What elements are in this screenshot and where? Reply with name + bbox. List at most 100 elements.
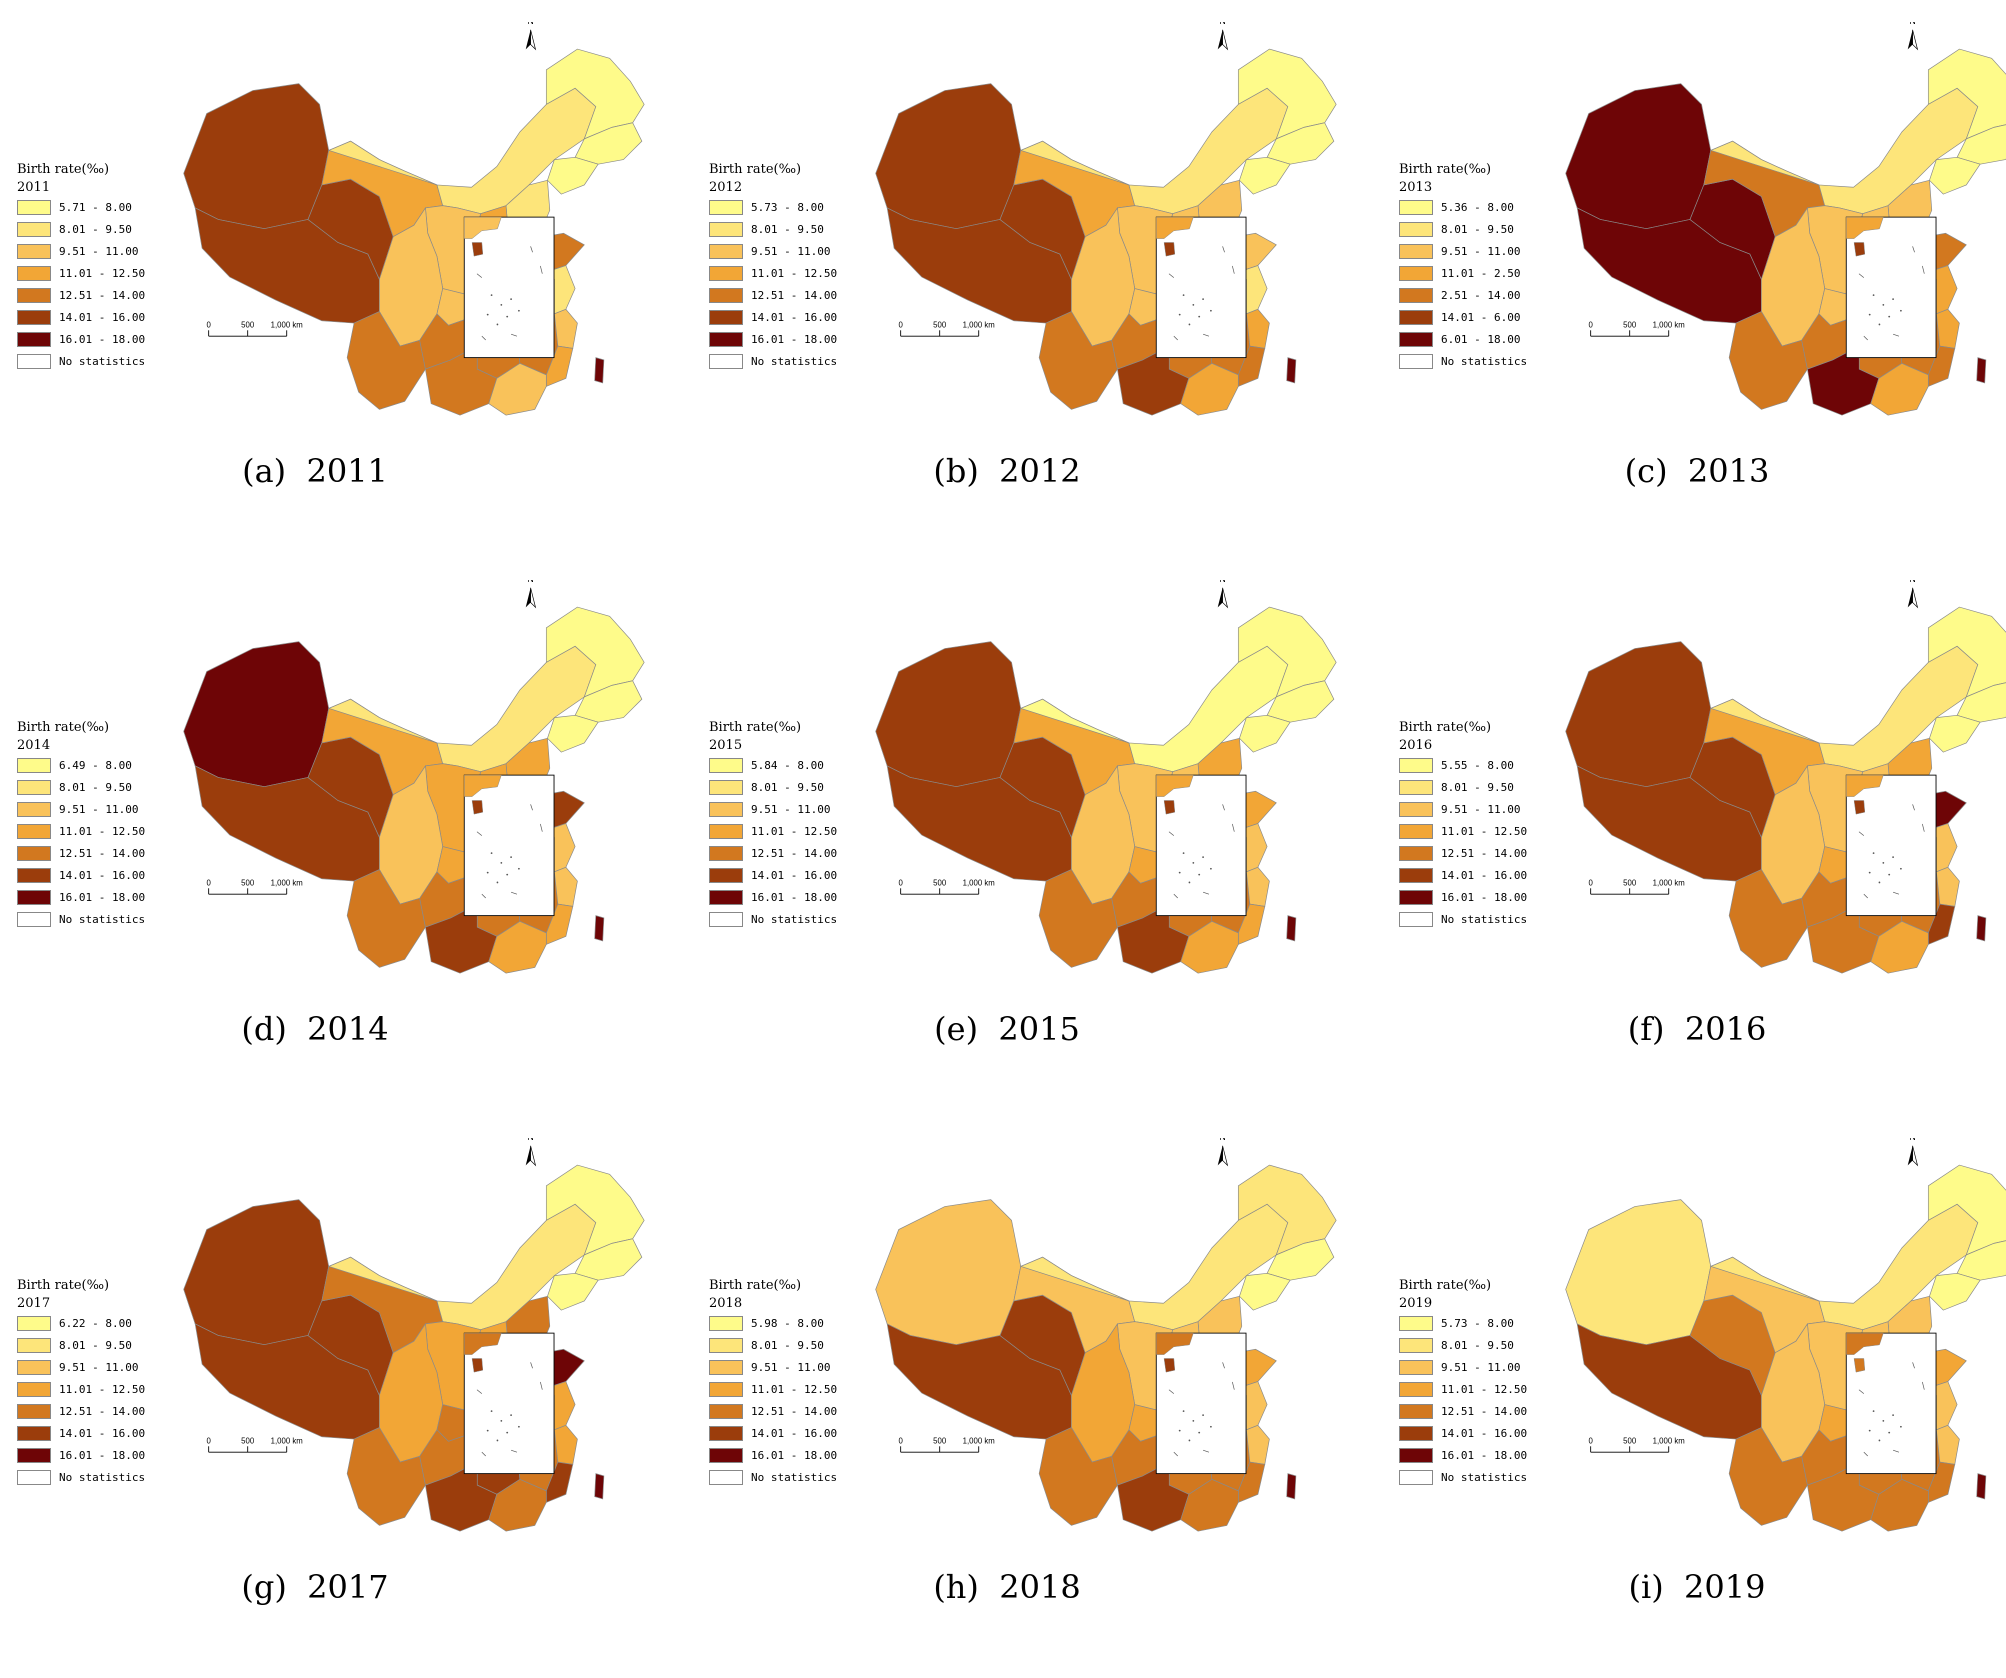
region-yunnan	[1728, 311, 1808, 410]
legend-swatch	[709, 221, 743, 237]
panel-caption: (c) 2013	[1624, 452, 1770, 490]
legend-item: 11.01 - 12.50	[17, 264, 145, 282]
legend-swatch	[1399, 757, 1433, 773]
legend-item: 5.36 - 8.00	[1399, 198, 1514, 216]
region-zhejiang	[554, 308, 578, 349]
legend-label: 8.01 - 9.50	[751, 1338, 824, 1352]
region-heilongjiang	[1927, 606, 2006, 698]
legend-item: 14.01 - 6.00	[1399, 308, 1520, 326]
region-yunnan	[346, 1427, 426, 1526]
scale-bar	[208, 888, 288, 895]
legend-swatch	[709, 1315, 743, 1331]
scale-label: 0	[898, 320, 903, 329]
legend-item: 5.98 - 8.00	[709, 1314, 824, 1332]
legend-label: 5.71 - 8.00	[59, 200, 132, 214]
legend-item: 8.01 - 9.50	[17, 220, 132, 238]
legend-swatch	[1399, 309, 1433, 325]
legend-item: 16.01 - 18.00	[17, 1446, 145, 1464]
region-heilongjiang	[1237, 48, 1337, 140]
map-panel: N 0 500 1,000 km Birth rate(‰) 2016 5.55 - 8.0…	[1397, 580, 2006, 1120]
legend-label: 9.51 - 11.00	[59, 802, 139, 816]
legend-swatch	[1399, 801, 1433, 817]
south-china-sea-inset	[1845, 216, 1937, 359]
legend-label: No statistics	[751, 912, 838, 926]
region-taiwan	[1286, 915, 1297, 942]
legend-item: 9.51 - 11.00	[17, 242, 138, 260]
legend-item: 14.01 - 16.00	[17, 308, 145, 326]
legend-item: 8.01 - 9.50	[709, 1336, 824, 1354]
legend-item: 6.22 - 8.00	[17, 1314, 132, 1332]
south-china-sea-inset	[463, 774, 555, 917]
map-panel: N 0 500 1,000 km Birth rate(‰) 2018 5.98 - 8.0…	[707, 1138, 1387, 1678]
legend-title: Birth rate(‰)	[709, 1278, 802, 1293]
legend-title: Birth rate(‰)	[1399, 1278, 1492, 1293]
legend-item: 14.01 - 16.00	[1399, 866, 1527, 884]
region-fujian	[545, 903, 574, 945]
legend-item: 12.51 - 14.00	[17, 1402, 145, 1420]
legend-label: No statistics	[59, 1470, 146, 1484]
legend-item: 16.01 - 18.00	[1399, 888, 1527, 906]
legend-swatch	[17, 221, 51, 237]
scale-bar	[1590, 330, 1670, 337]
legend-label: 14.01 - 16.00	[751, 868, 838, 882]
region-fujian	[1927, 903, 1956, 945]
legend-item: No statistics	[1399, 1468, 1527, 1486]
legend-swatch	[709, 353, 743, 369]
north-arrow-icon	[525, 1145, 537, 1167]
legend-swatch	[1399, 331, 1433, 347]
legend-label: 8.01 - 9.50	[59, 222, 132, 236]
legend-swatch	[17, 823, 51, 839]
north-arrow-icon	[1217, 587, 1229, 609]
legend-label: 5.98 - 8.00	[751, 1316, 824, 1330]
region-yunnan	[1038, 311, 1118, 410]
scale-label: 1,000 km	[271, 1436, 303, 1445]
legend-swatch	[17, 1381, 51, 1397]
legend-label: 6.49 - 8.00	[59, 758, 132, 772]
legend-label: 11.01 - 12.50	[59, 824, 146, 838]
legend-label: 11.01 - 12.50	[59, 1382, 146, 1396]
legend-label: 11.01 - 12.50	[1441, 1382, 1528, 1396]
legend-label: 12.51 - 14.00	[751, 846, 838, 860]
legend-item: No statistics	[17, 1468, 145, 1486]
north-arrow-icon	[525, 29, 537, 51]
legend-item: 11.01 - 12.50	[1399, 1380, 1527, 1398]
legend-item: 9.51 - 11.00	[709, 1358, 830, 1376]
legend-title: Birth rate(‰)	[17, 720, 110, 735]
region-taiwan	[1286, 357, 1297, 384]
legend-label: 16.01 - 18.00	[751, 890, 838, 904]
legend-label: 11.01 - 12.50	[751, 266, 838, 280]
legend-item: 9.51 - 11.00	[17, 1358, 138, 1376]
legend-label: 9.51 - 11.00	[1441, 244, 1521, 258]
legend-label: 11.01 - 12.50	[751, 1382, 838, 1396]
legend-label: 16.01 - 18.00	[59, 332, 146, 346]
legend-item: 11.01 - 12.50	[17, 1380, 145, 1398]
legend-label: 11.01 - 2.50	[1441, 266, 1521, 280]
legend-item: 12.51 - 14.00	[709, 1402, 837, 1420]
legend-item: 12.51 - 14.00	[1399, 844, 1527, 862]
legend-swatch	[709, 845, 743, 861]
legend-year: 2012	[709, 180, 743, 195]
region-liaoning	[547, 1272, 599, 1311]
north-label: N	[1909, 580, 1915, 584]
region-fujian	[545, 1461, 574, 1503]
legend-swatch	[1399, 1381, 1433, 1397]
legend-swatch	[1399, 199, 1433, 215]
scale-label: 1,000 km	[1653, 320, 1685, 329]
legend-label: No statistics	[59, 912, 146, 926]
scale-label: 0	[1588, 878, 1593, 887]
legend-label: 14.01 - 16.00	[751, 310, 838, 324]
region-guangdong	[488, 362, 547, 416]
choropleth-map: N 0 500 1,000 km	[875, 580, 1337, 974]
legend-label: 11.01 - 12.50	[59, 266, 146, 280]
north-label: N	[527, 22, 533, 26]
legend-year: 2019	[1399, 1296, 1433, 1311]
legend-swatch	[1399, 1337, 1433, 1353]
scale-label: 500	[1623, 320, 1637, 329]
region-liaoning	[547, 714, 599, 753]
region-xinjiang	[875, 1199, 1022, 1346]
north-label: N	[527, 1138, 533, 1142]
legend-item: 12.51 - 14.00	[17, 286, 145, 304]
legend-swatch	[17, 911, 51, 927]
legend-item: 5.73 - 8.00	[1399, 1314, 1514, 1332]
legend-swatch	[17, 265, 51, 281]
